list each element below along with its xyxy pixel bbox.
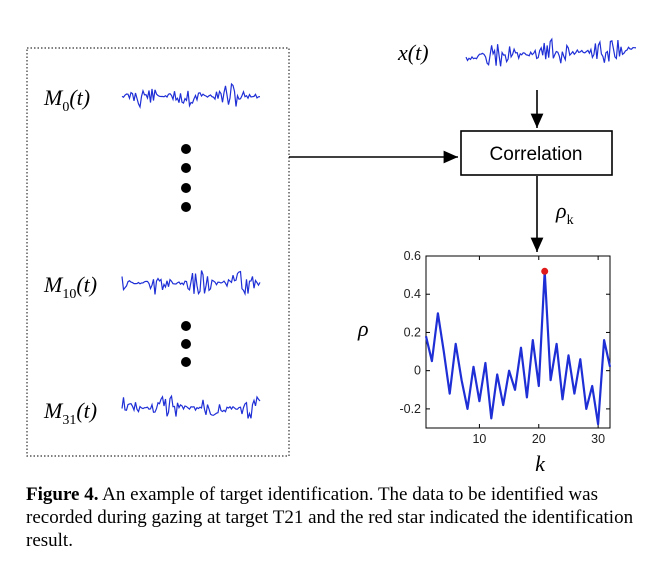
series-line [424,270,612,426]
caption-label: Figure 4. [26,484,99,505]
ellipsis-dot [181,163,191,173]
label-m10: M10(t) [43,272,97,302]
highlight-point [541,267,549,275]
x-tick-label: 10 [472,432,486,446]
axis-label-rho: ρ [357,316,369,341]
ellipsis-dot [181,183,191,193]
axis-label-k: k [535,451,546,476]
correlation-box [460,130,613,176]
ellipsis-dot [181,144,191,154]
y-tick-label: 0 [414,364,421,378]
label-x: x(t) [397,40,429,65]
label-m31: M31(t) [43,398,97,428]
y-tick-label: 0.6 [404,249,421,263]
label-m0: M0(t) [43,85,90,115]
template-box [26,47,290,457]
caption-text: An example of target identification. The… [26,484,634,551]
y-tick-label: 0.4 [404,287,421,301]
plot-frame [425,255,611,429]
y-tick-label: -0.2 [399,402,421,416]
ellipsis-dot [181,202,191,212]
figure-diagram: M0(t) M10(t) M31(t) x(t) Correlation ρk … [26,37,637,476]
waveform-m0 [121,82,261,110]
ellipsis-dot [181,321,191,331]
label-rho-k: ρk [555,198,574,228]
x-tick-label: 20 [532,432,546,446]
figure-caption: Figure 4. An example of target identific… [26,483,646,552]
waveform-m10 [121,270,261,296]
y-tick-label: 0.2 [404,325,421,339]
x-tick-label: 30 [591,432,605,446]
waveform-m31 [121,394,261,419]
ellipsis-dot [181,357,191,367]
correlation-label: Correlation [490,144,583,165]
waveform-x [465,37,637,67]
correlation-plot: 0.6 0.4 0.2 0 -0.2 10 20 30 [399,249,612,446]
ellipsis-dot [181,339,191,349]
